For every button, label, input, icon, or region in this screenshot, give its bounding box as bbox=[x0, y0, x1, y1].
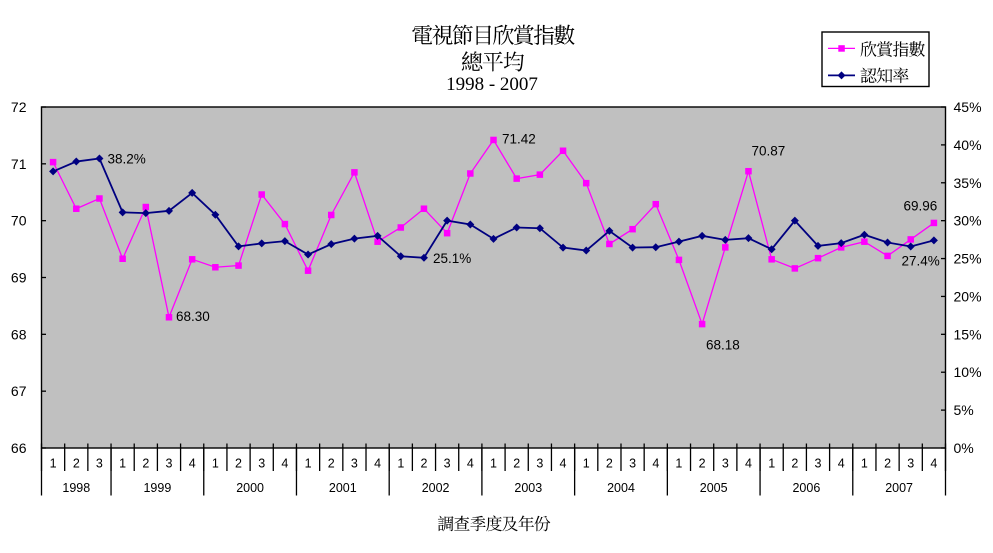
svg-text:3: 3 bbox=[907, 457, 914, 471]
svg-text:15%: 15% bbox=[954, 326, 982, 342]
svg-text:2005: 2005 bbox=[700, 481, 728, 495]
svg-text:2: 2 bbox=[235, 457, 242, 471]
svg-text:1998 - 2007: 1998 - 2007 bbox=[446, 74, 538, 95]
svg-text:3: 3 bbox=[258, 457, 265, 471]
svg-text:2: 2 bbox=[606, 457, 613, 471]
svg-text:66: 66 bbox=[11, 440, 27, 456]
svg-text:2006: 2006 bbox=[792, 481, 820, 495]
svg-text:4: 4 bbox=[930, 457, 937, 471]
svg-text:71: 71 bbox=[11, 156, 27, 172]
svg-text:4: 4 bbox=[745, 457, 752, 471]
svg-text:67: 67 bbox=[11, 383, 27, 399]
svg-text:35%: 35% bbox=[954, 175, 982, 191]
svg-text:4: 4 bbox=[652, 457, 659, 471]
svg-text:72: 72 bbox=[11, 99, 27, 115]
svg-text:1: 1 bbox=[212, 457, 219, 471]
svg-text:2004: 2004 bbox=[607, 481, 635, 495]
svg-text:4: 4 bbox=[281, 457, 288, 471]
svg-text:3: 3 bbox=[722, 457, 729, 471]
svg-text:1: 1 bbox=[768, 457, 775, 471]
svg-text:25.1%: 25.1% bbox=[433, 251, 471, 266]
svg-text:2001: 2001 bbox=[329, 481, 357, 495]
svg-text:2: 2 bbox=[884, 457, 891, 471]
svg-text:68.30: 68.30 bbox=[176, 309, 210, 324]
svg-text:4: 4 bbox=[560, 457, 567, 471]
svg-text:70: 70 bbox=[11, 213, 27, 229]
svg-text:69.96: 69.96 bbox=[904, 198, 938, 213]
svg-text:4: 4 bbox=[838, 457, 845, 471]
svg-text:1: 1 bbox=[397, 457, 404, 471]
svg-text:3: 3 bbox=[444, 457, 451, 471]
svg-text:68: 68 bbox=[11, 326, 27, 342]
svg-text:3: 3 bbox=[351, 457, 358, 471]
svg-text:3: 3 bbox=[96, 457, 103, 471]
svg-text:69: 69 bbox=[11, 270, 27, 286]
svg-text:27.4%: 27.4% bbox=[902, 254, 940, 269]
svg-text:2007: 2007 bbox=[885, 481, 913, 495]
svg-text:2000: 2000 bbox=[236, 481, 264, 495]
svg-text:70.87: 70.87 bbox=[752, 143, 786, 158]
svg-text:1998: 1998 bbox=[62, 481, 90, 495]
svg-text:2: 2 bbox=[513, 457, 520, 471]
svg-text:25%: 25% bbox=[954, 251, 982, 267]
svg-text:3: 3 bbox=[629, 457, 636, 471]
svg-text:2: 2 bbox=[791, 457, 798, 471]
svg-text:2002: 2002 bbox=[422, 481, 450, 495]
svg-text:4: 4 bbox=[374, 457, 381, 471]
svg-text:1: 1 bbox=[490, 457, 497, 471]
svg-text:1: 1 bbox=[119, 457, 126, 471]
svg-text:71.42: 71.42 bbox=[502, 131, 536, 146]
svg-text:2003: 2003 bbox=[514, 481, 542, 495]
svg-text:3: 3 bbox=[536, 457, 543, 471]
svg-text:2: 2 bbox=[142, 457, 149, 471]
svg-text:3: 3 bbox=[166, 457, 173, 471]
svg-text:1999: 1999 bbox=[143, 481, 171, 495]
svg-text:2: 2 bbox=[699, 457, 706, 471]
svg-text:5%: 5% bbox=[954, 402, 974, 418]
svg-text:45%: 45% bbox=[954, 99, 982, 115]
svg-text:40%: 40% bbox=[954, 137, 982, 153]
svg-text:20%: 20% bbox=[954, 288, 982, 304]
svg-text:2: 2 bbox=[73, 457, 80, 471]
svg-text:0%: 0% bbox=[954, 440, 974, 456]
svg-text:38.2%: 38.2% bbox=[108, 151, 146, 166]
svg-text:1: 1 bbox=[50, 457, 57, 471]
svg-text:1: 1 bbox=[861, 457, 868, 471]
svg-text:30%: 30% bbox=[954, 213, 982, 229]
svg-text:4: 4 bbox=[467, 457, 474, 471]
svg-text:3: 3 bbox=[815, 457, 822, 471]
svg-text:2: 2 bbox=[421, 457, 428, 471]
svg-text:2: 2 bbox=[328, 457, 335, 471]
svg-text:1: 1 bbox=[675, 457, 682, 471]
svg-text:1: 1 bbox=[583, 457, 590, 471]
svg-text:1: 1 bbox=[305, 457, 312, 471]
svg-text:10%: 10% bbox=[954, 364, 982, 380]
svg-text:68.18: 68.18 bbox=[706, 338, 740, 353]
svg-text:4: 4 bbox=[189, 457, 196, 471]
